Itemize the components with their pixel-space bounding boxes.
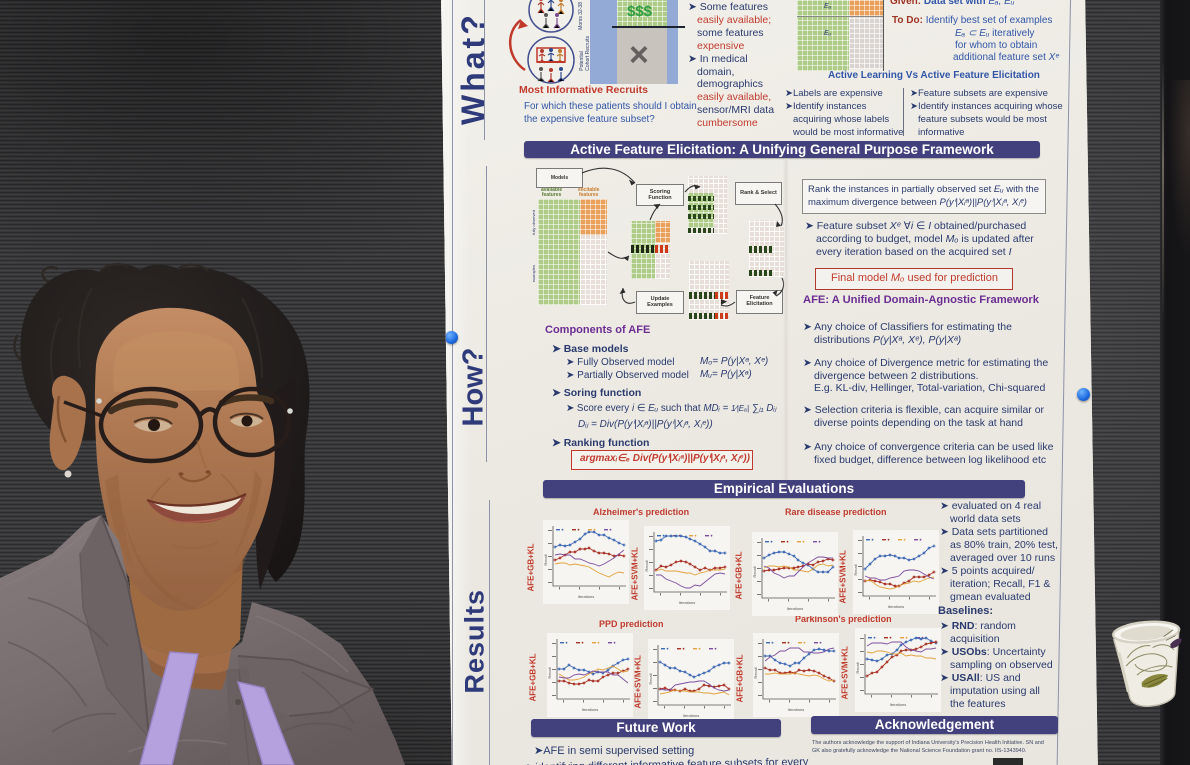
svg-text:Iterations: Iterations (890, 702, 906, 707)
svg-text:Iterations: Iterations (679, 600, 695, 605)
svg-text:Recall: Recall (648, 673, 653, 684)
svg-text:Iterations: Iterations (788, 707, 804, 712)
svg-text:Iterations: Iterations (787, 606, 803, 611)
svg-text:Iterations: Iterations (683, 713, 699, 718)
svg-text:Recall: Recall (855, 662, 860, 673)
svg-text:Recall: Recall (543, 554, 548, 565)
svg-text:Recall: Recall (752, 566, 757, 577)
svg-text:Recall: Recall (547, 667, 552, 678)
svg-text:Recall: Recall (644, 560, 649, 571)
svg-text:Recall: Recall (753, 667, 758, 678)
svg-text:Iterations: Iterations (582, 707, 598, 712)
svg-text:Iterations: Iterations (888, 604, 904, 609)
svg-text:Recall: Recall (853, 564, 858, 575)
svg-text:Iterations: Iterations (578, 594, 594, 599)
